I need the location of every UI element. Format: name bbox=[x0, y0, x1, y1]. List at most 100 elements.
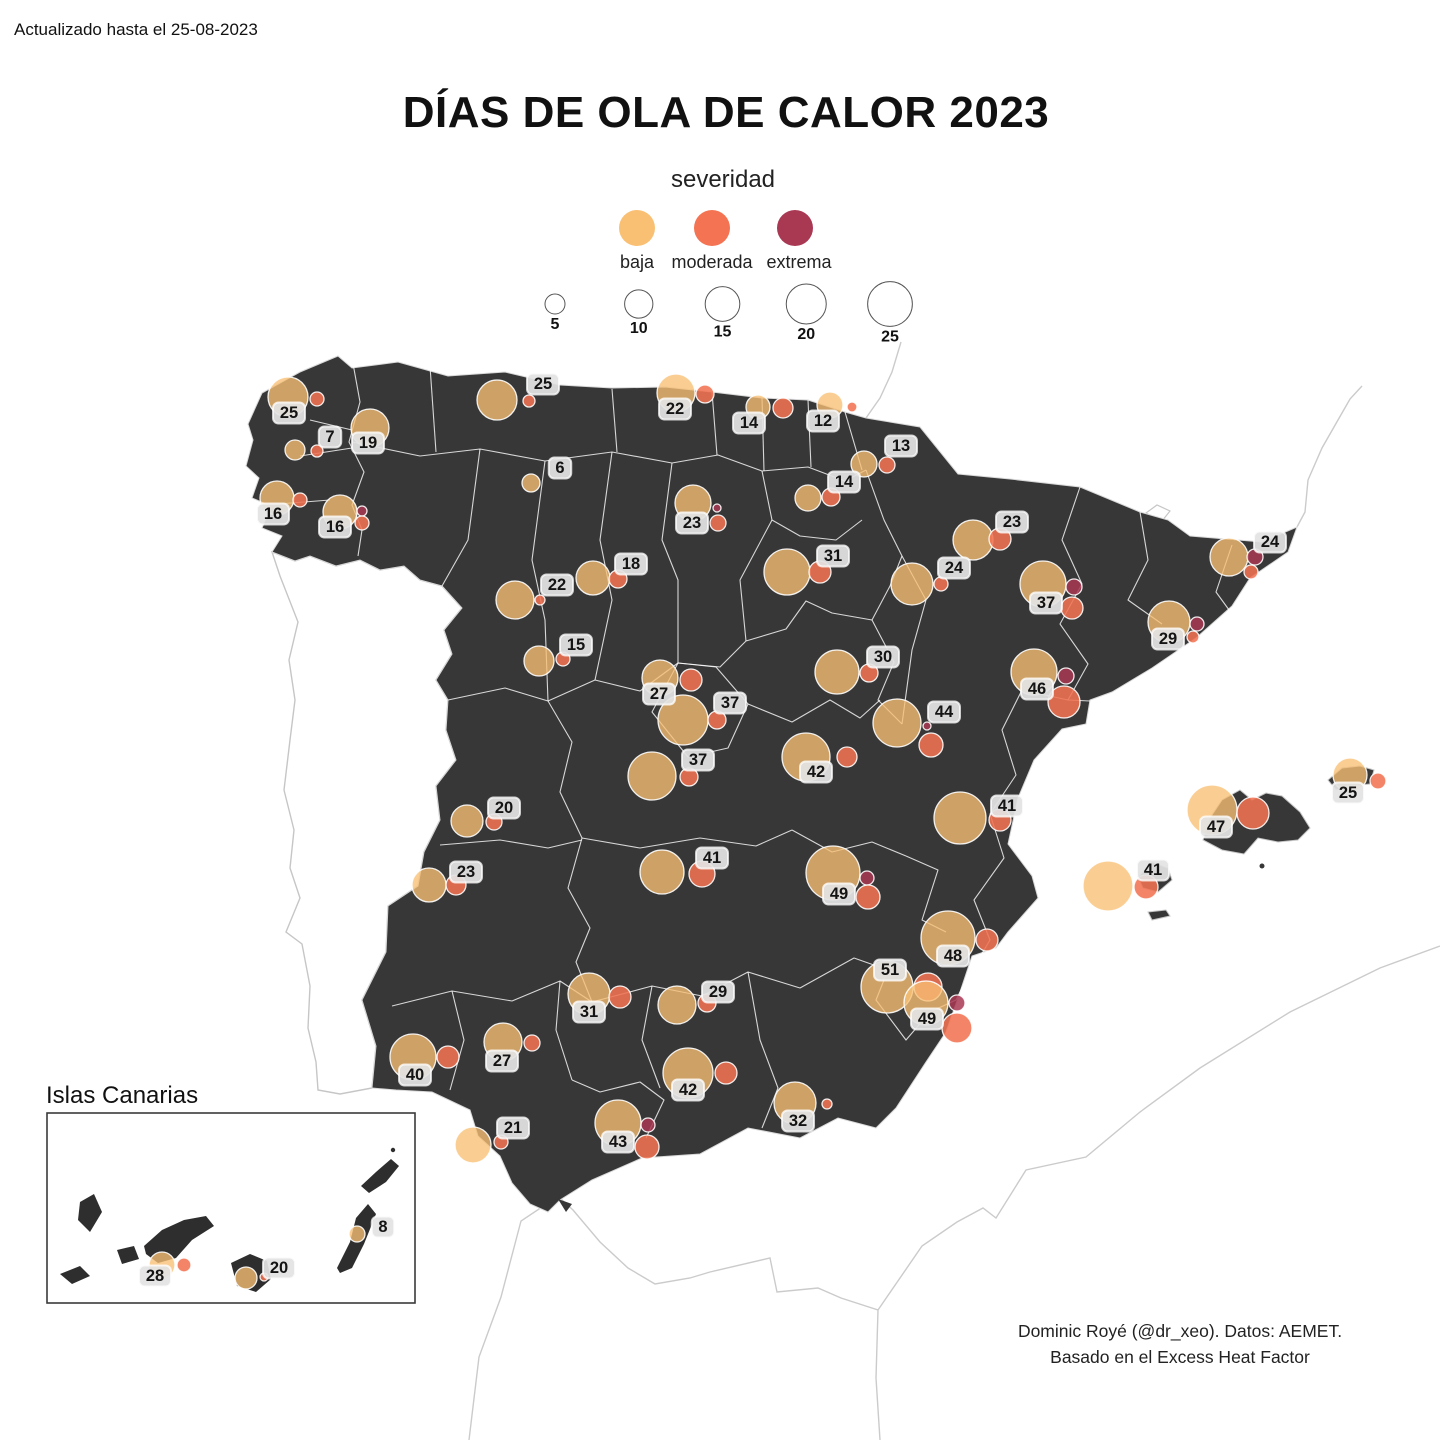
africa-coastline bbox=[468, 945, 1440, 1440]
bubble-baja bbox=[411, 867, 447, 903]
bubble-moderada bbox=[292, 492, 308, 508]
bubble-extrema bbox=[1065, 578, 1083, 596]
size-legend-circle bbox=[624, 289, 654, 319]
bubble-label: 6 bbox=[547, 456, 573, 480]
bubble-value: 49 bbox=[918, 1010, 936, 1028]
bubble-moderada bbox=[608, 985, 632, 1009]
bubble-label: 21 bbox=[496, 1116, 530, 1140]
bubble-labels-layer: 25 7 19 16 16 25 6 22 14 12 13 14 23 31 23 24 37 24 29 22 18… bbox=[138, 372, 1365, 1288]
bubble-label: 19 bbox=[351, 431, 385, 455]
canary-inset-title: Islas Canarias bbox=[46, 1082, 199, 1109]
bubble-baja bbox=[850, 450, 878, 478]
bubble-value: 41 bbox=[703, 849, 721, 867]
bubble-moderada bbox=[855, 884, 881, 910]
severity-label-baja: baja bbox=[619, 252, 655, 272]
bubble-baja bbox=[933, 791, 987, 845]
size-legend-value: 10 bbox=[630, 320, 648, 337]
bubble-value: 24 bbox=[1261, 533, 1280, 551]
bubble-moderada bbox=[918, 732, 944, 758]
bubble-moderada bbox=[436, 1045, 460, 1069]
bubble-label: 44 bbox=[927, 700, 961, 724]
bubble-moderada bbox=[522, 394, 536, 408]
bubble-value: 46 bbox=[1028, 680, 1046, 698]
bubble-baja bbox=[521, 473, 541, 493]
bubble-value: 15 bbox=[567, 636, 585, 654]
bubble-value: 23 bbox=[457, 863, 475, 881]
severity-dot-baja bbox=[619, 210, 655, 246]
updated-note: Actualizado hasta el 25-08-2023 bbox=[14, 20, 258, 39]
bubble-label: 25 bbox=[526, 372, 560, 396]
bubble-value: 48 bbox=[944, 947, 962, 965]
bubble-moderada bbox=[695, 384, 715, 404]
bubble-label: 41 bbox=[1136, 858, 1170, 882]
bubble-baja bbox=[1209, 537, 1249, 577]
bubble-moderada bbox=[878, 456, 896, 474]
bubble-label: 32 bbox=[781, 1109, 815, 1133]
bubble-baja bbox=[952, 519, 994, 561]
bubble-label: 37 bbox=[1029, 591, 1063, 615]
bubble-value: 28 bbox=[146, 1267, 164, 1285]
size-legend: 5 10 15 20 25 bbox=[544, 281, 913, 345]
bubble-baja bbox=[814, 649, 860, 695]
bubble-label: 41 bbox=[990, 794, 1024, 818]
bubble-value: 43 bbox=[609, 1133, 627, 1151]
canary-islands bbox=[60, 1147, 399, 1292]
bubble-moderada bbox=[354, 515, 370, 531]
attribution-line2: Basado en el Excess Heat Factor bbox=[1050, 1347, 1310, 1367]
bubble-baja bbox=[627, 751, 677, 801]
bubble-value: 47 bbox=[1207, 818, 1225, 836]
bubble-value: 27 bbox=[493, 1052, 511, 1070]
bubble-value: 13 bbox=[892, 437, 910, 455]
bubble-value: 37 bbox=[1037, 594, 1055, 612]
bubble-value: 7 bbox=[325, 428, 334, 446]
bubble-extrema bbox=[859, 870, 875, 886]
bubble-value: 29 bbox=[1159, 630, 1177, 648]
bubble-baja bbox=[872, 698, 922, 748]
bubble-baja bbox=[450, 804, 484, 838]
bubble-moderada bbox=[1186, 630, 1200, 644]
bubble-label: 49 bbox=[822, 882, 856, 906]
bubble-value: 14 bbox=[740, 414, 759, 432]
bubble-value: 23 bbox=[683, 514, 701, 532]
bubble-value: 16 bbox=[326, 518, 344, 536]
cabrera bbox=[1259, 863, 1265, 869]
bubble-value: 31 bbox=[824, 547, 842, 565]
bubble-label: 30 bbox=[866, 645, 900, 669]
size-legend-circle bbox=[544, 293, 566, 315]
bubble-extrema bbox=[712, 503, 722, 513]
bubble-value: 23 bbox=[1003, 513, 1021, 531]
bubble-label: 24 bbox=[1253, 530, 1287, 554]
bubble-value: 37 bbox=[721, 694, 739, 712]
bubble-value: 44 bbox=[935, 703, 954, 721]
bubble-moderada bbox=[709, 514, 727, 532]
bubble-label: 42 bbox=[799, 760, 833, 784]
bubble-baja bbox=[763, 548, 811, 596]
bubble-label: 18 bbox=[614, 552, 648, 576]
bubble-value: 31 bbox=[580, 1003, 598, 1021]
bubble-label: 41 bbox=[695, 846, 729, 870]
bubble-label: 25 bbox=[1331, 781, 1365, 805]
severity-legend-title: severidad bbox=[670, 166, 776, 193]
size-legend-circle bbox=[785, 283, 827, 325]
bubble-label: 20 bbox=[487, 796, 521, 820]
bubble-value: 29 bbox=[709, 983, 727, 1001]
bubble-baja bbox=[575, 560, 611, 596]
bubble-label: 51 bbox=[873, 958, 907, 982]
bubble-baja bbox=[234, 1266, 258, 1290]
la-graciosa bbox=[390, 1147, 396, 1153]
bubble-value: 25 bbox=[1339, 784, 1357, 802]
bubble-baja bbox=[523, 645, 555, 677]
bubble-moderada bbox=[714, 1061, 738, 1085]
bubble-moderada bbox=[1236, 796, 1270, 830]
bubble-value: 14 bbox=[835, 473, 854, 491]
bubble-value: 20 bbox=[495, 799, 513, 817]
bubble-label: 20 bbox=[262, 1256, 296, 1280]
severity-label-moderada: moderada bbox=[671, 252, 753, 272]
formentera bbox=[1147, 909, 1171, 921]
bubble-baja bbox=[1082, 860, 1134, 912]
ceuta bbox=[558, 1199, 572, 1212]
bubble-baja bbox=[476, 379, 518, 421]
bubble-label: 27 bbox=[485, 1049, 519, 1073]
bubble-baja bbox=[639, 849, 685, 895]
